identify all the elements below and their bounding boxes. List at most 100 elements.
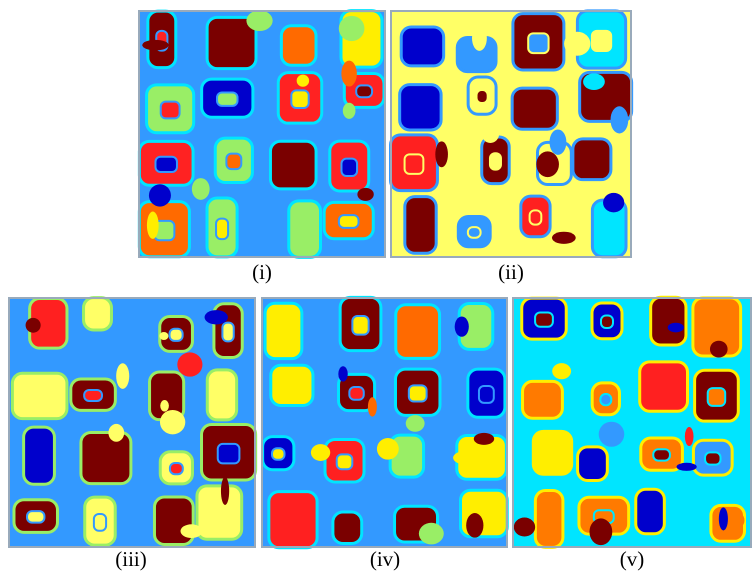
speckle — [142, 40, 168, 51]
segmentation-image — [512, 297, 752, 548]
region — [530, 210, 542, 224]
region — [653, 449, 670, 460]
region — [161, 102, 180, 119]
segmentation-image — [138, 10, 386, 258]
region — [705, 452, 720, 464]
region — [27, 511, 44, 522]
region — [400, 85, 441, 130]
region — [600, 394, 611, 405]
speckle — [472, 25, 487, 51]
speckle — [192, 178, 210, 200]
region — [289, 201, 321, 257]
region — [222, 323, 233, 342]
region — [226, 154, 241, 170]
speckle — [611, 106, 629, 133]
region — [155, 157, 176, 172]
speckle — [341, 61, 356, 87]
caption: (iv) — [370, 547, 400, 571]
region — [592, 31, 611, 51]
region — [281, 26, 316, 66]
region — [94, 514, 106, 531]
speckle — [406, 415, 425, 432]
region — [24, 427, 55, 484]
speckle — [564, 32, 590, 56]
region — [333, 512, 362, 543]
region — [477, 90, 488, 103]
region — [468, 227, 481, 238]
speckle — [552, 232, 576, 244]
speckle — [297, 75, 309, 87]
region — [170, 463, 183, 474]
region — [512, 88, 557, 129]
region — [81, 433, 131, 484]
speckle — [453, 451, 481, 465]
region — [708, 388, 725, 406]
region — [216, 219, 228, 240]
region — [405, 197, 436, 254]
speckle — [160, 410, 185, 434]
speckle — [589, 518, 612, 545]
region — [409, 385, 427, 401]
segmentation-image — [8, 297, 256, 548]
speckle — [435, 141, 448, 167]
region — [218, 444, 240, 463]
speckle — [26, 318, 41, 333]
region — [84, 298, 112, 330]
region — [269, 492, 317, 548]
speckle — [160, 400, 169, 411]
speckle — [474, 433, 494, 445]
speckle — [368, 397, 377, 416]
speckle — [357, 188, 373, 201]
speckle — [599, 422, 625, 447]
segmentation-image — [261, 297, 508, 548]
speckle — [116, 363, 129, 389]
speckle — [455, 317, 469, 337]
speckle — [343, 103, 356, 119]
region — [337, 454, 353, 469]
region — [270, 141, 316, 189]
region — [601, 315, 613, 328]
speckle — [147, 212, 159, 239]
region — [651, 297, 686, 345]
speckle — [339, 16, 365, 41]
speckle — [108, 424, 124, 442]
region — [528, 33, 548, 53]
segmentation-image — [390, 10, 632, 258]
region — [207, 370, 236, 420]
region — [84, 390, 102, 401]
caption: (v) — [620, 547, 645, 571]
region — [170, 329, 183, 341]
region — [490, 153, 501, 169]
speckle — [149, 184, 171, 206]
speckle — [159, 332, 168, 340]
speckle — [419, 523, 444, 545]
speckle — [719, 507, 728, 530]
region — [291, 90, 308, 108]
region — [265, 303, 302, 358]
region — [405, 154, 424, 174]
region — [349, 387, 363, 400]
speckle — [466, 513, 483, 538]
speckle — [221, 477, 229, 505]
region — [533, 431, 571, 474]
region — [479, 386, 494, 403]
speckle — [205, 310, 228, 324]
region — [272, 448, 285, 460]
speckle — [583, 73, 605, 90]
region — [356, 85, 372, 97]
speckle — [668, 323, 684, 333]
speckle — [552, 363, 571, 379]
speckle — [181, 524, 203, 538]
region — [271, 365, 313, 405]
region — [341, 159, 357, 176]
speckle — [536, 151, 559, 177]
speckle — [481, 124, 499, 143]
region — [217, 92, 238, 105]
region — [401, 27, 443, 66]
region — [352, 316, 368, 335]
speckle — [177, 352, 202, 376]
caption: (iii) — [115, 547, 147, 571]
speckle — [338, 366, 347, 381]
figure: (i)(ii)(iii)(iv)(v) — [0, 0, 753, 572]
speckle — [550, 129, 567, 154]
